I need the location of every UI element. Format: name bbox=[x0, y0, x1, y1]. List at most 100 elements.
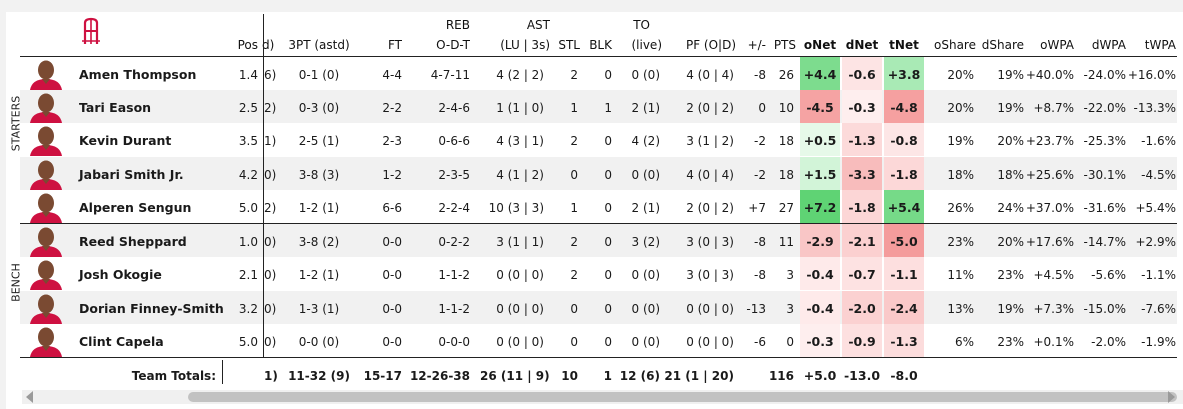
col-header-fg-clipped[interactable]: d) bbox=[262, 38, 275, 52]
stat-ast: 1 (1 | 0) bbox=[496, 101, 544, 115]
stat-tnet: -1.3 bbox=[884, 324, 924, 357]
col-header-dnet[interactable]: dNet bbox=[845, 38, 879, 52]
stat-pf: 2 (0 | 2) bbox=[686, 101, 734, 115]
stat-to: 4 (2) bbox=[631, 134, 660, 148]
stat-dnet: -0.7 bbox=[842, 257, 882, 290]
stat-onet: +7.2 bbox=[800, 190, 840, 223]
stat-dwpa: -24.0% bbox=[1083, 68, 1126, 82]
player-row[interactable]: Dorian Finney-Smith 3.2 0) 1-3 (1) 0-0 1-1-2 0… bbox=[20, 291, 1177, 324]
player-row[interactable]: Tari Eason 2.5 2) 0-3 (0) 2-2 2-4-6 1 (1 | 0) 1… bbox=[20, 90, 1177, 123]
totals-label: Team Totals: bbox=[131, 369, 216, 383]
stat-stl: 0 bbox=[570, 335, 578, 349]
stat-ft: 0-0 bbox=[382, 268, 402, 282]
player-row[interactable]: Josh Okogie 2.1 0) 1-2 (1) 0-0 1-1-2 0 (0 | 0)… bbox=[20, 257, 1177, 290]
player-avatar bbox=[24, 57, 68, 90]
col-header-to-top[interactable]: TO bbox=[633, 18, 650, 32]
col-header-pts[interactable]: PTS bbox=[773, 38, 796, 52]
stat-reb: 2-2-4 bbox=[438, 201, 470, 215]
player-name[interactable]: Clint Capela bbox=[79, 334, 164, 349]
player-name[interactable]: Tari Eason bbox=[79, 100, 152, 115]
stat-stl: 2 bbox=[570, 235, 578, 249]
col-header-onet[interactable]: oNet bbox=[803, 38, 837, 52]
player-row[interactable]: Kevin Durant 3.5 1) 2-5 (1) 2-3 0-6-6 4 (3 | 1… bbox=[20, 123, 1177, 156]
col-header-twpa[interactable]: tWPA bbox=[1144, 38, 1176, 52]
player-row[interactable]: Amen Thompson 1.4 6) 0-1 (0) 4-4 4-7-11 4 (2 |… bbox=[20, 57, 1177, 90]
player-avatar bbox=[24, 291, 68, 324]
col-header-dwpa[interactable]: dWPA bbox=[1091, 38, 1126, 52]
player-row[interactable]: Alperen Sengun 5.0 2) 1-2 (1) 6-6 2-2-4 10 (3 … bbox=[20, 190, 1177, 223]
stat-fg: 1) bbox=[264, 134, 277, 148]
col-header-dshare[interactable]: dShare bbox=[981, 38, 1024, 52]
stat-pm: -8 bbox=[754, 68, 766, 82]
col-header-reb-top[interactable]: REB bbox=[445, 18, 470, 32]
stat-ft: 6-6 bbox=[382, 201, 402, 215]
stat-dnet: -0.6 bbox=[842, 57, 882, 90]
stat-owpa: +0.1% bbox=[1033, 335, 1074, 349]
stat-dnet: -3.3 bbox=[842, 157, 882, 190]
scroll-left-arrow-icon[interactable] bbox=[26, 391, 33, 403]
stat-to: 0 (0) bbox=[631, 68, 660, 82]
totals-pf: 21 (1 | 20) bbox=[664, 369, 734, 383]
col-header-pf[interactable]: PF (O|D) bbox=[685, 38, 736, 52]
col-header-3pt[interactable]: 3PT (astd) bbox=[288, 38, 350, 52]
stat-ft: 0-0 bbox=[382, 335, 402, 349]
scrollbar-thumb[interactable] bbox=[188, 392, 1177, 402]
col-header-to[interactable]: (live) bbox=[631, 38, 662, 52]
col-header-stl[interactable]: STL bbox=[558, 38, 580, 52]
player-avatar bbox=[24, 190, 68, 223]
scroll-right-arrow-icon[interactable] bbox=[1168, 391, 1175, 403]
stat-pm: -2 bbox=[754, 168, 766, 182]
player-row[interactable]: Clint Capela 5.0 0) 0-0 (0) 0-0 0-0-0 0 (0 | 0… bbox=[20, 324, 1177, 357]
col-header-tnet[interactable]: tNet bbox=[889, 38, 919, 52]
col-header-oshare[interactable]: oShare bbox=[934, 38, 976, 52]
frozen-column-divider bbox=[263, 14, 264, 357]
stat-twpa: -1.9% bbox=[1141, 335, 1176, 349]
totals-ft: 15-17 bbox=[363, 369, 402, 383]
stat-pts: 10 bbox=[778, 101, 794, 115]
stat-pf: 4 (0 | 4) bbox=[686, 68, 734, 82]
totals-onet: +5.0 bbox=[803, 368, 837, 383]
stat-tnet: -4.8 bbox=[884, 90, 924, 123]
player-name[interactable]: Reed Sheppard bbox=[79, 234, 187, 249]
stat-owpa: +7.3% bbox=[1033, 302, 1074, 316]
stat-tnet: +3.8 bbox=[884, 57, 924, 90]
stat-onet: +4.4 bbox=[800, 57, 840, 90]
stat-twpa: -7.6% bbox=[1141, 302, 1176, 316]
stat-dwpa: -31.6% bbox=[1083, 201, 1126, 215]
col-header-plus-minus[interactable]: +/- bbox=[747, 38, 766, 52]
stat-ast: 0 (0 | 0) bbox=[496, 302, 544, 316]
stat-reb: 1-1-2 bbox=[438, 302, 470, 316]
stat-owpa: +23.7% bbox=[1025, 134, 1074, 148]
stat-pf: 3 (0 | 3) bbox=[686, 268, 734, 282]
houston-rockets-logo-icon bbox=[82, 17, 100, 44]
stat-twpa: -1.1% bbox=[1141, 268, 1176, 282]
col-header-owpa[interactable]: oWPA bbox=[1040, 38, 1074, 52]
stat-pos: 3.2 bbox=[238, 302, 258, 316]
stat-ast: 0 (0 | 0) bbox=[496, 268, 544, 282]
stat-dwpa: -14.7% bbox=[1083, 235, 1126, 249]
stat-oshare: 13% bbox=[947, 302, 974, 316]
stat-twpa: -1.6% bbox=[1141, 134, 1176, 148]
player-row[interactable]: Jabari Smith Jr. 4.2 0) 3-8 (3) 1-2 2-3-5 4 (1… bbox=[20, 157, 1177, 190]
col-header-blk[interactable]: BLK bbox=[589, 38, 612, 52]
stat-pf: 3 (1 | 2) bbox=[686, 134, 734, 148]
player-row[interactable]: Reed Sheppard 1.0 0) 3-8 (2) 0-0 0-2-2 3 (1 | … bbox=[20, 224, 1177, 257]
col-header-pos[interactable]: Pos bbox=[237, 38, 258, 52]
col-header-reb[interactable]: O-D-T bbox=[436, 38, 470, 52]
player-name[interactable]: Jabari Smith Jr. bbox=[79, 167, 184, 182]
stat-tnet: -0.8 bbox=[884, 123, 924, 156]
player-name[interactable]: Kevin Durant bbox=[79, 133, 172, 148]
player-name[interactable]: Alperen Sengun bbox=[79, 200, 192, 215]
stat-pts: 18 bbox=[778, 134, 794, 148]
stat-onet: +0.5 bbox=[800, 123, 840, 156]
player-name[interactable]: Dorian Finney-Smith bbox=[79, 301, 224, 316]
player-name[interactable]: Amen Thompson bbox=[79, 67, 197, 82]
stat-onet: +1.5 bbox=[800, 157, 840, 190]
col-header-ft[interactable]: FT bbox=[387, 38, 402, 52]
player-avatar bbox=[24, 157, 68, 190]
col-header-ast-top[interactable]: AST bbox=[526, 18, 550, 32]
player-name[interactable]: Josh Okogie bbox=[79, 267, 162, 282]
stat-pts: 11 bbox=[778, 235, 794, 249]
col-header-ast[interactable]: (LU | 3s) bbox=[500, 38, 550, 52]
stat-tnet: -2.4 bbox=[884, 291, 924, 324]
